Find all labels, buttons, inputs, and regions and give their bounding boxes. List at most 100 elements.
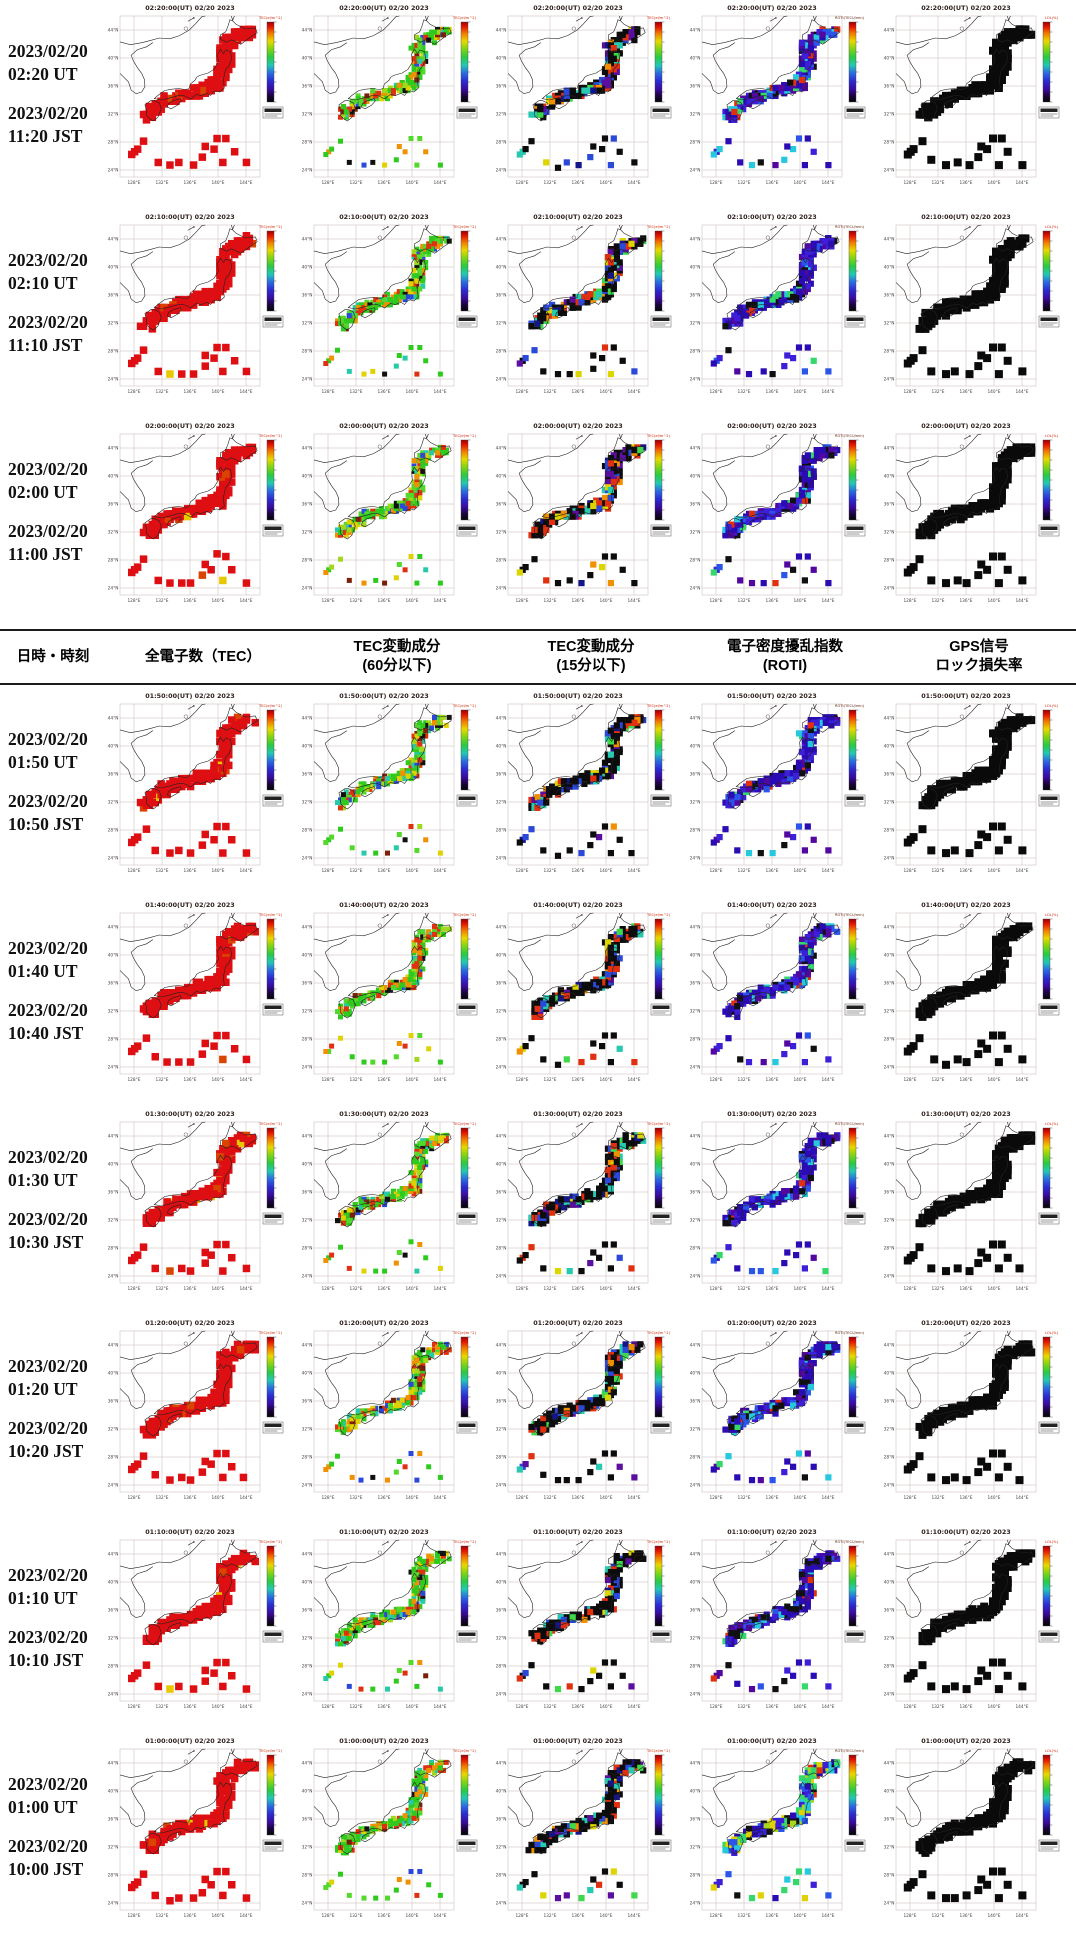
lat-label: 40°N [690,56,701,62]
lat-label: 28°N [496,1037,507,1043]
lat-label: 28°N [108,1455,119,1461]
row-ut-time: 01:40 UT [8,960,106,983]
lat-label: 44°N [108,716,119,722]
lon-label: 132°E [737,1286,750,1292]
lon-label: 128°E [321,868,334,874]
lat-label: 40°N [884,953,895,959]
colorbar: LOL(%) [1043,1331,1059,1417]
arrow-mark [964,227,970,231]
panel-title: 01:10:00(UT) 02/20 2023 [339,1528,429,1536]
lat-label: 24°N [302,168,313,174]
lon-label: 132°E [543,1913,556,1919]
lat-label: 44°N [690,716,701,722]
colorbar-unit-label: TEC(el/m^2) [646,1749,671,1753]
lon-label: 144°E [1015,1286,1028,1292]
lon-label: 132°E [737,1495,750,1501]
lat-label: 24°N [884,1065,895,1071]
lat-label: 40°N [690,1789,701,1795]
lat-label: 28°N [690,140,701,146]
lon-label: 128°E [515,868,528,874]
lon-label: 140°E [405,1495,418,1501]
colorbar: ROTI(TECU/min) [835,1540,865,1626]
arrow-mark [382,1124,388,1128]
colorbar: TEC(el/m^2) [258,225,283,311]
row-jst-date: 2023/02/20 [8,1626,106,1649]
lat-label: 36°N [884,981,895,987]
lon-label: 132°E [931,868,944,874]
lat-label: 24°N [690,1692,701,1698]
lat-label: 32°N [496,1845,507,1851]
map-panel-gps: 01:10:00(UT) 02/20 202344°N40°N36°N32°N2… [882,1524,1076,1733]
lat-label: 40°N [108,1162,119,1168]
colorbar: TEC(el/m^2) [646,704,671,790]
lon-label: 128°E [903,1077,916,1083]
lat-label: 44°N [302,925,313,931]
arrow-mark [188,706,194,710]
arrow-mark [382,18,388,22]
lon-label: 136°E [571,180,584,186]
lat-label: 36°N [690,981,701,987]
lon-label: 140°E [211,1704,224,1710]
lat-label: 44°N [108,446,119,452]
geonet-stamp [1039,525,1059,536]
map-panel-dtec60: 01:40:00(UT) 02/20 202344°N40°N36°N32°N2… [300,897,494,1106]
lon-label: 136°E [377,1286,390,1292]
lat-label: 44°N [496,1134,507,1140]
lat-label: 28°N [496,1246,507,1252]
panel-title: 01:40:00(UT) 02/20 2023 [145,901,235,909]
lat-label: 28°N [108,1664,119,1670]
colorbar-unit-label: LOL(%) [1045,16,1059,20]
lon-label: 136°E [959,180,972,186]
lon-label: 132°E [737,1077,750,1083]
lon-label: 140°E [793,1913,806,1919]
lat-label: 40°N [884,1789,895,1795]
colorbar: TEC(el/m^2) [258,1331,283,1417]
lon-label: 132°E [931,1495,944,1501]
column-header-datetime: 日時・時刻 [0,648,106,667]
lon-label: 144°E [1015,180,1028,186]
lon-label: 144°E [239,598,252,604]
arrow-mark [964,706,970,710]
colorbar: TEC(el/m^2) [452,913,477,999]
map-panel-dtec15: 01:40:00(UT) 02/20 202344°N40°N36°N32°N2… [494,897,688,1106]
lon-label: 136°E [183,389,196,395]
lon-label: 136°E [765,180,778,186]
arrow-mark [188,915,194,919]
lon-label: 132°E [155,1077,168,1083]
lat-label: 32°N [496,800,507,806]
lon-label: 144°E [433,868,446,874]
lon-label: 144°E [433,1704,446,1710]
lat-label: 32°N [302,1427,313,1433]
colorbar: TEC(el/m^2) [646,1122,671,1208]
lon-label: 144°E [627,180,640,186]
lon-label: 132°E [349,1286,362,1292]
geonet-stamp [1039,1631,1059,1642]
arrow-mark [382,706,388,710]
lat-label: 32°N [496,1009,507,1015]
lon-label: 128°E [321,1495,334,1501]
lon-label: 128°E [321,1286,334,1292]
arrow-mark [188,18,194,22]
lat-label: 36°N [302,84,313,90]
colorbar-unit-label: TEC(el/m^2) [646,1540,671,1544]
panel-title: 01:00:00(UT) 02/20 2023 [921,1737,1011,1745]
lat-label: 40°N [884,56,895,62]
lat-label: 28°N [884,1246,895,1252]
lat-label: 44°N [496,446,507,452]
lat-label: 44°N [302,237,313,243]
lat-label: 24°N [884,168,895,174]
lat-label: 40°N [108,474,119,480]
map-panel-gps: 02:20:00(UT) 02/20 202344°N40°N36°N32°N2… [882,0,1076,209]
lon-label: 128°E [321,598,334,604]
column-header-dtec60: TEC変動成分 (60分以下) [300,638,494,676]
lat-label: 40°N [302,1789,313,1795]
